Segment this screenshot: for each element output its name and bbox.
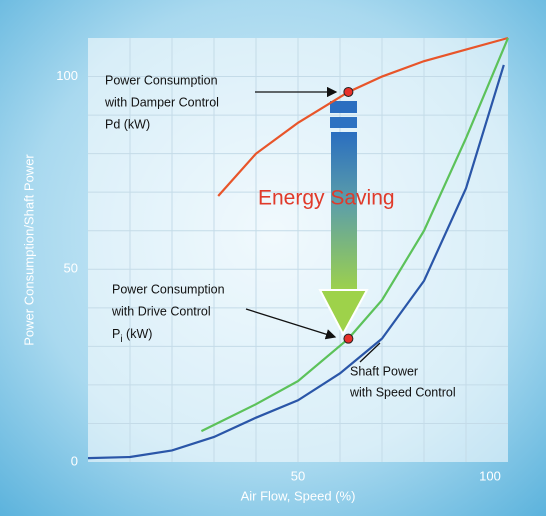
annotation-line: with Speed Control <box>349 385 456 399</box>
x-axis-label: Air Flow, Speed (%) <box>241 488 356 503</box>
point-marker <box>343 333 354 344</box>
saving-arrow <box>318 101 369 337</box>
unit-rest: (kW) <box>123 327 153 341</box>
annotation-leader <box>359 342 381 363</box>
x-tick-label: 100 <box>479 468 501 483</box>
annotation-drive: Power Consumption with Drive Control Pi … <box>111 282 225 344</box>
annotation-line: with Damper Control <box>104 95 219 109</box>
annotation-damper: Power Consumption with Damper Control Pd… <box>104 73 219 131</box>
annotation-line: Pi (kW) <box>112 327 152 344</box>
annotation-line: Power Consumption <box>105 73 218 87</box>
unit-base: P <box>112 327 120 341</box>
line <box>217 36 509 197</box>
y-tick-label: 0 <box>71 453 78 468</box>
annotation-line: Shaft Power <box>350 364 418 378</box>
point-marker <box>343 86 354 97</box>
line <box>200 37 510 433</box>
line <box>87 64 505 460</box>
y-tick-label: 100 <box>56 68 78 83</box>
annotation-line: Power Consumption <box>112 282 225 296</box>
annotation-shaft: Shaft Power with Speed Control <box>349 364 456 399</box>
y-tick-label: 50 <box>64 261 78 276</box>
y-axis-label: Power Consumption/Shaft Power <box>21 154 36 346</box>
unit-sub: i <box>120 334 122 345</box>
annotation-arrow <box>245 308 337 340</box>
annotation-line: with Drive Control <box>111 304 211 318</box>
saving-label: Energy Saving <box>258 187 395 210</box>
x-tick-label: 50 <box>291 468 305 483</box>
annotation-line: Pd (kW) <box>105 117 150 131</box>
